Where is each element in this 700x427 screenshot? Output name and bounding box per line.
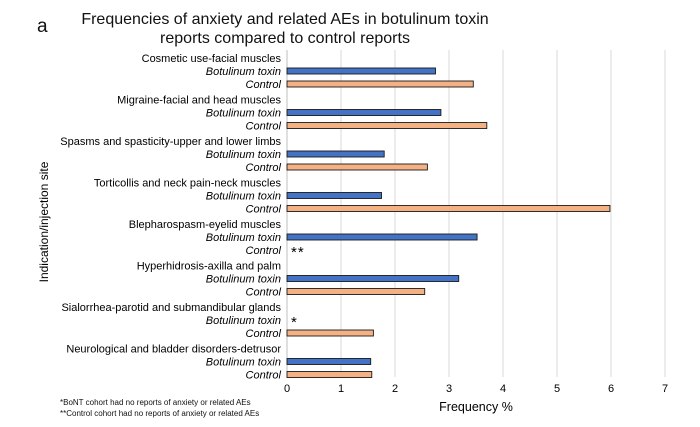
x-tick-label: 6 [608,383,614,395]
group-label: Blepharospasm-eyelid muscles [129,219,282,231]
y-axis-label: Indication/injection site [37,161,51,282]
bar-botulinum [286,109,442,116]
bar-label-control: Control [246,162,282,174]
chart-title: Frequencies of anxiety and related AEs i… [81,11,489,47]
bar-control [286,122,488,129]
bar-label-control: Control [246,79,282,91]
x-tick-label: 3 [446,383,452,395]
group-label: Neurological and bladder disorders-detru… [66,344,281,356]
x-tick-label: 0 [284,383,290,395]
bar-botulinum [286,150,385,158]
bar-botulinum [286,233,478,241]
bar-label-botulinum: Botulinum toxin [206,232,281,244]
bar-control [286,205,611,212]
bar-control [286,329,374,337]
group-label: Hyperhidrosis-axilla and palm [137,261,281,273]
bars [286,67,611,378]
bar-label-botulinum: Botulinum toxin [206,149,281,161]
x-tick-label: 4 [500,383,506,395]
bar-label-control: Control [246,370,282,382]
bar-botulinum [286,192,382,199]
significance-mark: * [291,314,298,331]
footnotes: *BoNT cohort had no reports of anxiety o… [60,397,259,419]
group-label: Cosmetic use-facial muscles [142,53,282,65]
bar-label-botulinum: Botulinum toxin [206,191,281,203]
group-labels: Cosmetic use-facial muscles Migraine-faci… [60,53,281,356]
bar-control [286,163,428,171]
bar-label-control: Control [246,328,282,340]
x-tick-label: 7 [662,383,668,395]
footnote: **Control cohort had no reports of anxie… [60,409,260,418]
x-tick-labels: 0 1 2 3 4 5 6 7 [284,383,668,395]
bar-label-control: Control [246,121,282,133]
significance-mark: ** [291,244,305,261]
bar-control [286,371,373,378]
bar-control [286,80,474,88]
bar-botulinum [286,275,460,282]
bar-label-botulinum: Botulinum toxin [206,274,281,286]
panel-label: a [37,16,48,37]
bar-control [286,288,426,295]
x-axis-label: Frequency % [439,400,513,414]
bar-label-botulinum: Botulinum toxin [206,108,281,120]
bar-label-control: Control [246,245,282,257]
x-tick-label: 2 [392,383,398,395]
bar-label-botulinum: Botulinum toxin [206,315,281,327]
bar-label-botulinum: Botulinum toxin [206,357,281,369]
significance-marks: *** [291,244,305,331]
bar-label-control: Control [246,287,282,299]
group-label: Migraine-facial and head muscles [117,95,281,107]
gridlines [286,50,666,377]
group-label: Spasms and spasticity-upper and lower li… [60,136,281,148]
bar-label-control: Control [246,204,282,216]
footnote: *BoNT cohort had no reports of anxiety o… [60,398,251,407]
group-label: Torticollis and neck pain-neck muscles [94,178,282,190]
bar-label-botulinum: Botulinum toxin [206,66,281,78]
x-tick-label: 1 [338,383,344,395]
bar-botulinum [286,358,372,365]
bar-botulinum [286,67,436,75]
group-label: Sialorrhea-parotid and submandibular gla… [61,302,281,314]
x-tick-label: 5 [554,383,560,395]
